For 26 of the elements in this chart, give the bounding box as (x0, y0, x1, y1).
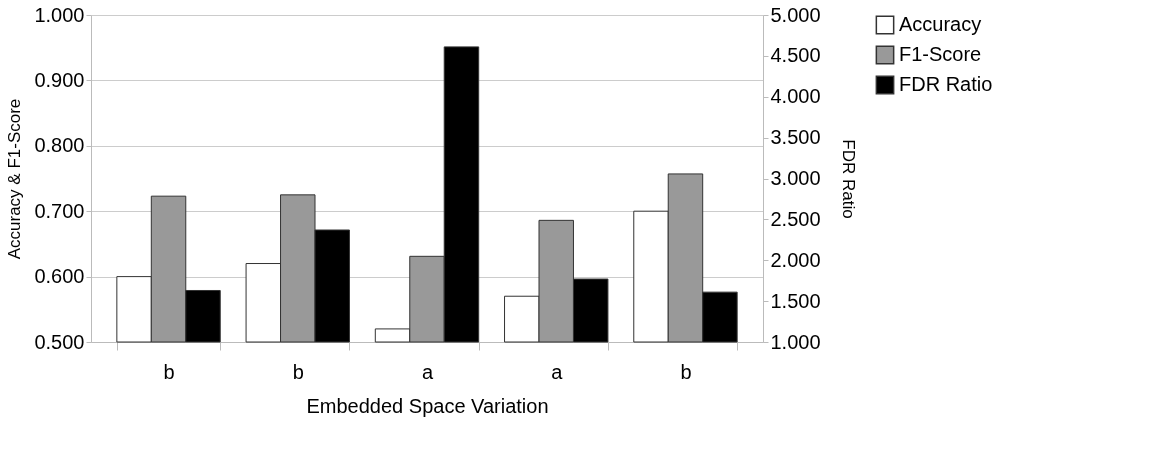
y-tick-label: 0.700 (34, 199, 85, 222)
y-axis-title: Accuracy & F1-Score (5, 98, 25, 260)
y2-tick-label: 2.000 (770, 248, 821, 271)
legend-label: FDR Ratio (899, 73, 993, 95)
legend-label: Accuracy (899, 13, 982, 35)
x-tick-label: a (551, 360, 564, 383)
y2-axis-title: FDR Ratio (838, 139, 858, 219)
y-tick-label: 0.800 (34, 134, 85, 157)
y-tick-label: 0.600 (34, 265, 85, 288)
x-tick-label: b (292, 360, 304, 383)
y2-tick-label: 1.000 (770, 330, 821, 353)
x-tick-label: b (163, 360, 175, 383)
y2-tick-label: 2.500 (770, 207, 821, 230)
y2-tick-label: 5.000 (770, 3, 821, 26)
y2-tick-label: 4.000 (770, 85, 821, 108)
legend-label: F1-Score (899, 43, 982, 65)
y-tick-label: 0.500 (34, 330, 85, 353)
y2-tick-label: 3.000 (770, 167, 821, 189)
y2-tick-label: 1.500 (770, 289, 821, 312)
x-axis-title: Embedded Space Variation (306, 394, 549, 417)
y-tick-label: 0.900 (34, 68, 85, 91)
y2-tick-label: 4.500 (770, 44, 821, 67)
x-tick-label: a (421, 360, 434, 383)
y-tick-label: 1.000 (34, 3, 85, 26)
y2-tick-label: 3.500 (770, 126, 821, 149)
x-tick-label: b (680, 360, 692, 383)
